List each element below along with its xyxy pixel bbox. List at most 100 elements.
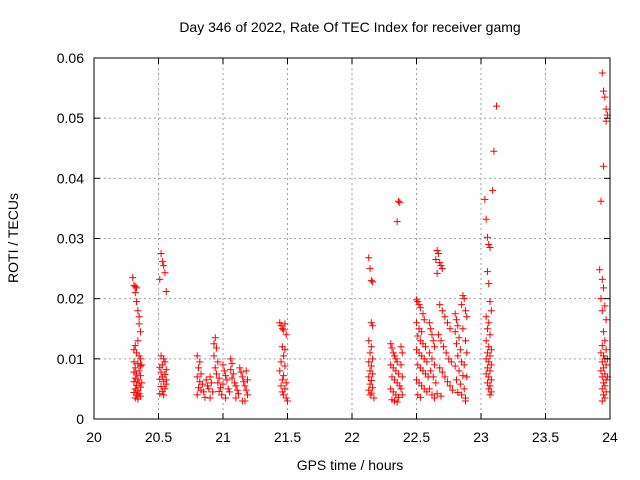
data-point xyxy=(244,376,252,384)
data-point xyxy=(233,386,241,394)
data-point xyxy=(367,319,375,327)
data-point xyxy=(206,394,214,402)
data-point xyxy=(597,367,605,375)
data-point xyxy=(452,340,460,348)
data-point xyxy=(238,397,246,405)
data-point xyxy=(437,262,445,270)
y-tick-label: 0.04 xyxy=(57,170,84,186)
data-point xyxy=(193,373,201,381)
data-point xyxy=(600,284,608,292)
data-point xyxy=(367,277,375,285)
data-point xyxy=(130,358,138,366)
data-point xyxy=(441,373,449,381)
data-point xyxy=(490,147,498,155)
data-point xyxy=(486,298,494,306)
data-point xyxy=(207,379,215,387)
data-point xyxy=(486,391,494,399)
data-point xyxy=(418,328,426,336)
data-point xyxy=(238,373,246,381)
data-point xyxy=(486,331,494,339)
data-point xyxy=(598,307,606,315)
data-point xyxy=(398,349,406,357)
data-point xyxy=(486,352,494,360)
data-point xyxy=(425,385,433,393)
data-point xyxy=(482,337,490,345)
data-point xyxy=(601,337,609,345)
data-point xyxy=(434,331,442,339)
data-point xyxy=(393,358,401,366)
data-point xyxy=(280,326,288,334)
data-point xyxy=(487,361,495,369)
data-point xyxy=(436,259,444,267)
data-point xyxy=(437,392,445,400)
data-point xyxy=(366,265,374,273)
data-point xyxy=(462,337,470,345)
data-point xyxy=(213,344,221,352)
data-point xyxy=(365,358,373,366)
data-point xyxy=(240,378,248,386)
data-point xyxy=(459,292,467,300)
data-point xyxy=(483,268,491,276)
data-point xyxy=(129,274,137,282)
data-point xyxy=(393,398,401,406)
data-point xyxy=(463,373,471,381)
data-point xyxy=(277,382,285,390)
data-point xyxy=(447,358,455,366)
data-point xyxy=(131,283,139,291)
data-point xyxy=(600,391,608,399)
data-point xyxy=(428,331,436,339)
data-point xyxy=(201,393,209,401)
data-point xyxy=(486,244,494,252)
data-point xyxy=(416,304,424,312)
data-point xyxy=(276,319,284,327)
data-point xyxy=(161,269,169,277)
data-point xyxy=(431,361,439,369)
data-point xyxy=(460,295,468,303)
data-point xyxy=(282,379,290,387)
data-point xyxy=(459,325,467,333)
data-point xyxy=(213,370,221,378)
data-point xyxy=(131,289,139,297)
data-point xyxy=(158,257,166,265)
data-point xyxy=(136,355,144,363)
data-point xyxy=(215,374,223,382)
data-point xyxy=(602,316,610,324)
data-point xyxy=(134,387,142,395)
data-point xyxy=(446,382,454,390)
data-point xyxy=(413,296,420,304)
data-point xyxy=(136,372,144,380)
data-point xyxy=(427,367,435,375)
data-point xyxy=(204,382,212,390)
data-point xyxy=(280,352,288,360)
data-point xyxy=(438,368,446,376)
x-tick-label: 23 xyxy=(473,429,489,445)
data-point xyxy=(369,278,377,286)
data-point xyxy=(218,391,226,399)
data-point xyxy=(135,352,143,360)
data-point xyxy=(162,287,170,295)
data-point xyxy=(485,280,493,288)
data-point xyxy=(456,380,464,388)
data-point xyxy=(455,334,463,342)
data-point xyxy=(483,233,491,241)
data-point xyxy=(394,197,402,205)
data-point xyxy=(133,298,141,306)
data-point xyxy=(227,366,235,374)
data-point xyxy=(598,397,606,405)
data-point xyxy=(458,301,466,309)
data-point xyxy=(437,337,445,345)
data-point xyxy=(162,376,170,384)
data-point xyxy=(136,328,144,336)
data-point xyxy=(162,366,170,374)
data-points xyxy=(129,69,611,406)
x-tick-label: 20 xyxy=(86,429,102,445)
data-point xyxy=(415,301,423,309)
data-point xyxy=(215,387,223,395)
data-point xyxy=(365,337,373,345)
data-point xyxy=(393,218,401,226)
data-point xyxy=(157,383,165,391)
data-point xyxy=(369,370,377,378)
data-point xyxy=(442,349,450,357)
data-point xyxy=(278,388,286,396)
